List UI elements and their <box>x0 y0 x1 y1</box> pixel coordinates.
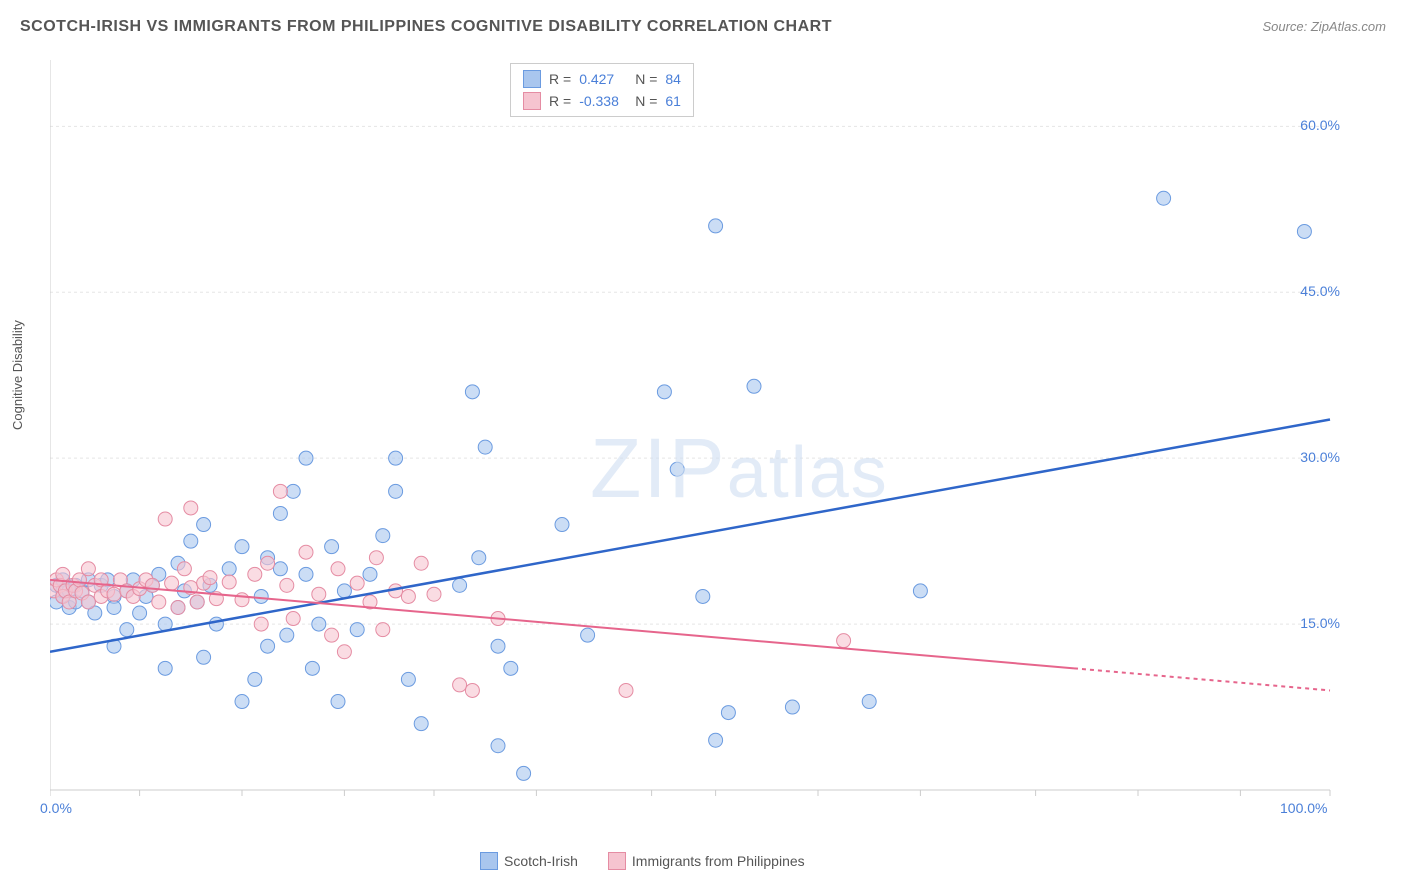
legend-label: Scotch-Irish <box>504 853 578 869</box>
y-axis-label: Cognitive Disability <box>10 320 25 430</box>
y-tick-label: 15.0% <box>1300 615 1340 631</box>
chart-area: ZIPatlas R = 0.427 N = 84 R = -0.338 N =… <box>50 60 1370 820</box>
n-value: 61 <box>665 93 681 109</box>
legend-swatch-blue <box>523 70 541 88</box>
correlation-row-1: R = -0.338 N = 61 <box>523 90 681 112</box>
header: SCOTCH-IRISH VS IMMIGRANTS FROM PHILIPPI… <box>20 18 1386 36</box>
source-attribution: Source: ZipAtlas.com <box>1262 19 1386 34</box>
y-tick-label: 45.0% <box>1300 283 1340 299</box>
y-tick-label: 30.0% <box>1300 449 1340 465</box>
r-label: R = <box>549 93 571 109</box>
r-value: -0.338 <box>579 93 627 109</box>
r-label: R = <box>549 71 571 87</box>
legend-swatch-pink <box>523 92 541 110</box>
n-label: N = <box>635 93 657 109</box>
n-value: 84 <box>665 71 681 87</box>
r-value: 0.427 <box>579 71 627 87</box>
legend-item-0: Scotch-Irish <box>480 852 578 870</box>
legend-swatch-pink <box>608 852 626 870</box>
correlation-legend: R = 0.427 N = 84 R = -0.338 N = 61 <box>510 63 694 117</box>
scatter-plot-svg <box>50 60 1370 820</box>
chart-title: SCOTCH-IRISH VS IMMIGRANTS FROM PHILIPPI… <box>20 18 832 36</box>
series-legend: Scotch-Irish Immigrants from Philippines <box>480 852 805 870</box>
legend-label: Immigrants from Philippines <box>632 853 805 869</box>
source-label: Source: <box>1262 19 1310 34</box>
source-value: ZipAtlas.com <box>1311 19 1386 34</box>
correlation-row-0: R = 0.427 N = 84 <box>523 68 681 90</box>
y-tick-label: 60.0% <box>1300 117 1340 133</box>
x-tick-label: 0.0% <box>40 800 72 816</box>
legend-item-1: Immigrants from Philippines <box>608 852 805 870</box>
legend-swatch-blue <box>480 852 498 870</box>
n-label: N = <box>635 71 657 87</box>
x-tick-label: 100.0% <box>1280 800 1327 816</box>
